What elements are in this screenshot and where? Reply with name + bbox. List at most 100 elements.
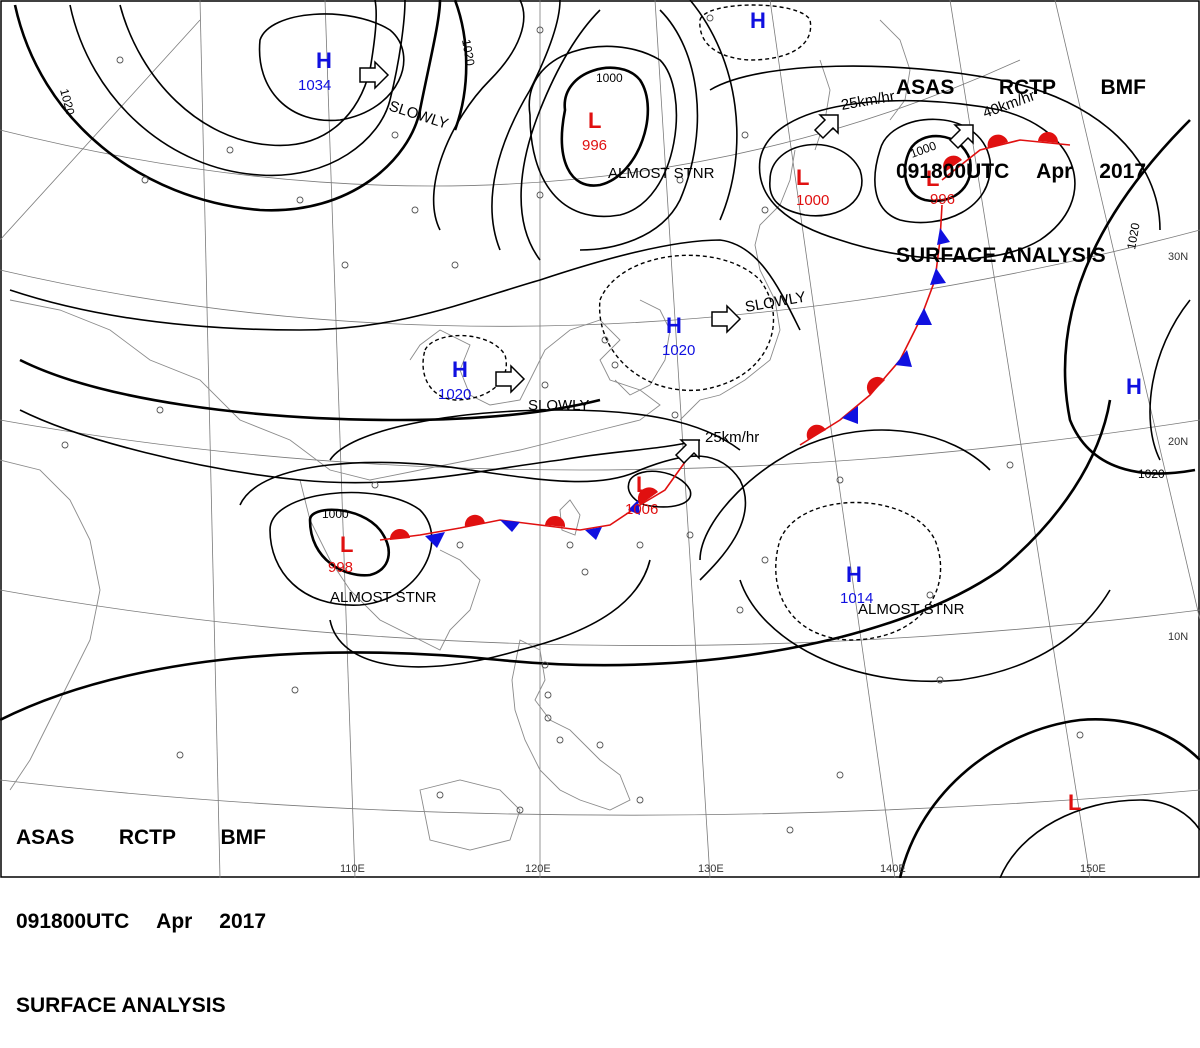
station-marker — [291, 686, 299, 694]
cold-mark — [842, 406, 858, 424]
latitude-labels: 30N 20N 10N — [1168, 251, 1188, 643]
meridian-110e — [324, 0, 356, 878]
center-motion: SLOWLY — [528, 397, 589, 414]
isobar-1016-central — [329, 409, 741, 461]
station-marker — [676, 176, 684, 184]
station-marker — [736, 606, 744, 614]
arrow-icon — [359, 60, 390, 90]
header-month: Apr — [156, 910, 193, 933]
isobar-1000-sw-low — [308, 508, 390, 577]
meridian-90e — [0, 19, 201, 241]
header-top-right: ASAS RCTP BMF 091800UTC Apr 2017 SURFACE… — [896, 18, 1146, 298]
header-agency: ASAS — [896, 76, 955, 99]
station-marker — [611, 361, 619, 369]
isobar-label: 1000 — [322, 507, 349, 521]
isobar-1028-nw — [119, 0, 377, 147]
parallel-10n — [0, 589, 1200, 646]
station-marker — [156, 406, 164, 414]
header-bottom-left: ASAS RCTP BMF 091800UTC Apr 2017 SURFACE… — [16, 768, 266, 1048]
center-motion: ALMOST STNR — [330, 589, 437, 606]
isobar-label: 1020 — [1124, 221, 1142, 250]
high-center-value: 1020 — [438, 386, 471, 403]
lon-label: 150E — [1080, 863, 1106, 875]
station-marker — [516, 806, 524, 814]
meridian-155e — [1054, 0, 1200, 621]
station-marker — [556, 736, 564, 744]
isobars — [0, 0, 1200, 878]
warm-mark — [943, 155, 962, 172]
station-marker — [636, 796, 644, 804]
high-center-letter: H — [1126, 374, 1142, 399]
station-plots — [61, 14, 1084, 834]
low-center-letter: L — [636, 472, 649, 497]
lon-label: 140E — [880, 863, 906, 875]
isobar-1008-low-taiwan — [627, 470, 692, 508]
isobar-1016-south-wrap — [19, 409, 701, 484]
cold-mark — [628, 500, 640, 515]
fronts — [379, 131, 1071, 548]
isobar-label: 1020 — [1138, 467, 1165, 481]
parallel-0 — [0, 779, 1200, 816]
isobar-1008-sw — [239, 455, 747, 581]
arrow-icon — [711, 304, 742, 334]
coast-indochina — [299, 479, 481, 651]
high-center-letter: H — [666, 313, 682, 338]
warm-mark — [389, 528, 410, 540]
isobar-dashed-high-southeast — [775, 501, 942, 641]
warm-mark — [806, 424, 826, 440]
parallel-20n — [0, 419, 1200, 471]
station-marker — [296, 196, 304, 204]
isobar-1012-lowlatitude — [0, 399, 1112, 722]
high-center-value: 1014 — [840, 590, 873, 607]
isobar-1020-east — [1063, 119, 1196, 475]
cold-mark — [930, 268, 946, 285]
warm-mark — [1038, 131, 1059, 143]
graticule — [0, 0, 1200, 878]
low-center-letter: L — [340, 532, 353, 557]
center-motion: ALMOST STNR — [608, 165, 715, 182]
station-marker — [371, 481, 379, 489]
isobar-1032-high — [258, 13, 405, 122]
station-marker — [671, 411, 679, 419]
warm-front-marks — [389, 131, 1059, 540]
isobar-1008-ne — [758, 99, 1076, 260]
lon-label: 110E — [340, 863, 365, 875]
isobar-1020-northwest — [13, 0, 442, 212]
isobar-1008-far-se — [999, 799, 1200, 878]
header-year: 2017 — [219, 910, 266, 933]
station-marker — [541, 381, 549, 389]
low-center-value: 1006 — [625, 501, 658, 518]
meridian-130e — [654, 0, 711, 878]
header-title: SURFACE ANALYSIS — [16, 994, 226, 1017]
isobar-1004-low-north — [528, 45, 678, 218]
isobar-label: 1000 — [596, 71, 623, 85]
station-marker — [226, 146, 234, 154]
station-marker — [536, 26, 544, 34]
header-month: Apr — [1036, 160, 1073, 183]
coast-korea — [614, 299, 671, 396]
isobar-1004 — [520, 9, 601, 261]
station-marker — [601, 336, 609, 344]
meridian-145e — [949, 0, 1091, 878]
low-center-letter: L — [796, 165, 809, 190]
lat-label: 10N — [1168, 631, 1188, 643]
warm-mark — [987, 134, 1008, 148]
high-center-value: 1020 — [662, 342, 695, 359]
header-unit: BMF — [1100, 76, 1147, 99]
station-marker — [636, 541, 644, 549]
header-station: RCTP — [118, 826, 177, 849]
station-marker — [544, 691, 552, 699]
isobar-1000-low-north — [560, 66, 650, 187]
station-marker — [761, 556, 769, 564]
lon-label: 120E — [525, 863, 551, 875]
isobar-1008-north — [579, 9, 699, 251]
cold-mark — [895, 350, 912, 367]
header-year: 2017 — [1099, 160, 1146, 183]
isobar-dashed-high-west — [422, 334, 507, 401]
isobar-label: 1020 — [459, 38, 477, 67]
isobar-1012-north — [689, 0, 738, 221]
station-marker — [786, 826, 794, 834]
parallel-30n — [0, 229, 1200, 327]
low-center-letter: L — [926, 166, 939, 191]
center-motion: ALMOST STNR — [858, 601, 965, 618]
